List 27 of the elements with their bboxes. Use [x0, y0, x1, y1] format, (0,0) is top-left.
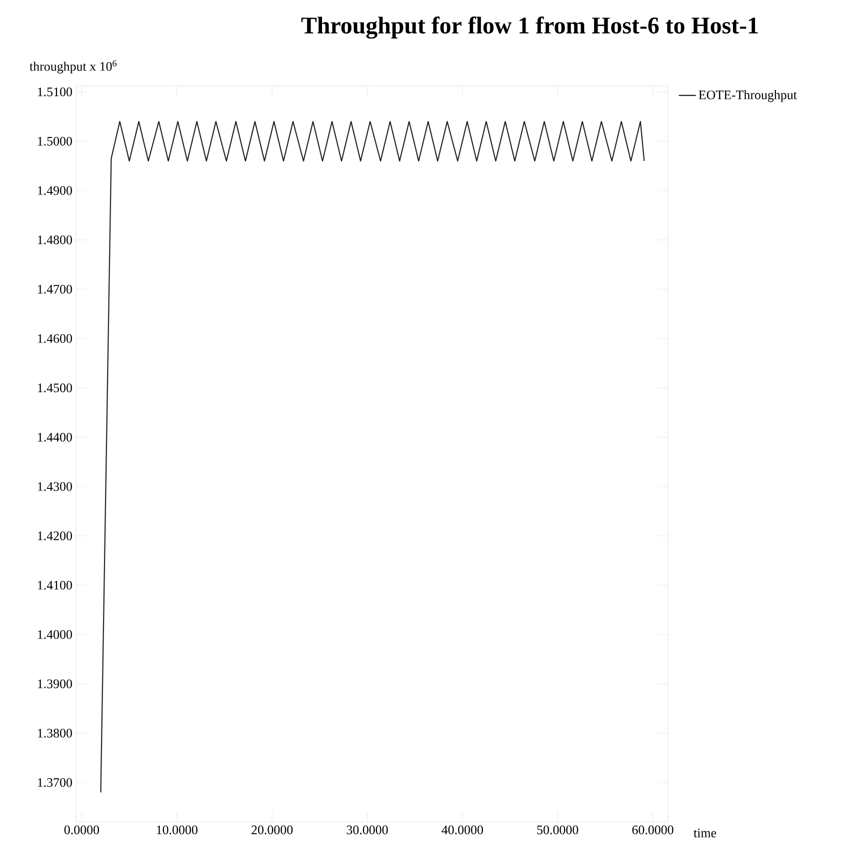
legend-label: EOTE-Throughput: [698, 90, 797, 102]
y-tick-label: 1.4600: [38, 334, 72, 343]
x-tick-label: 0.0000: [64, 826, 100, 834]
y-tick-label: 1.4300: [38, 482, 72, 491]
x-tick-label: 50.0000: [537, 826, 578, 834]
x-tick-label: 20.0000: [252, 826, 293, 834]
y-tick-label: 1.5100: [38, 88, 72, 96]
y-tick-label: 1.4400: [38, 432, 72, 442]
y-tick-label: 1.4900: [38, 186, 72, 195]
y-tick-label: 1.5000: [38, 136, 72, 146]
y-tick-label: 1.4500: [38, 384, 72, 392]
y-tick-label: 1.3800: [38, 728, 72, 738]
x-axis-title: time: [694, 828, 716, 838]
line-series: [100, 120, 645, 793]
chart-title: Throughput for flow 1 from Host-6 to Host-1: [301, 16, 758, 39]
y-axis-title: throughput x 10$^{6}$: [30, 60, 117, 74]
y-tick-label: 1.3700: [38, 778, 72, 787]
y-tick-label: 1.4700: [38, 284, 72, 294]
y-tick-label: 1.4000: [38, 630, 72, 639]
y-tick-label: 1.4200: [38, 531, 72, 540]
y-tick-label: 1.3900: [38, 679, 72, 688]
x-tick-label: 40.0000: [442, 826, 483, 834]
y-tick-label: 1.4800: [38, 236, 72, 244]
x-tick-label: 30.0000: [346, 826, 388, 834]
y-tick-label: 1.4100: [38, 580, 72, 590]
x-tick-label: 60.0000: [632, 826, 674, 834]
x-tick-label: 10.0000: [156, 826, 198, 834]
